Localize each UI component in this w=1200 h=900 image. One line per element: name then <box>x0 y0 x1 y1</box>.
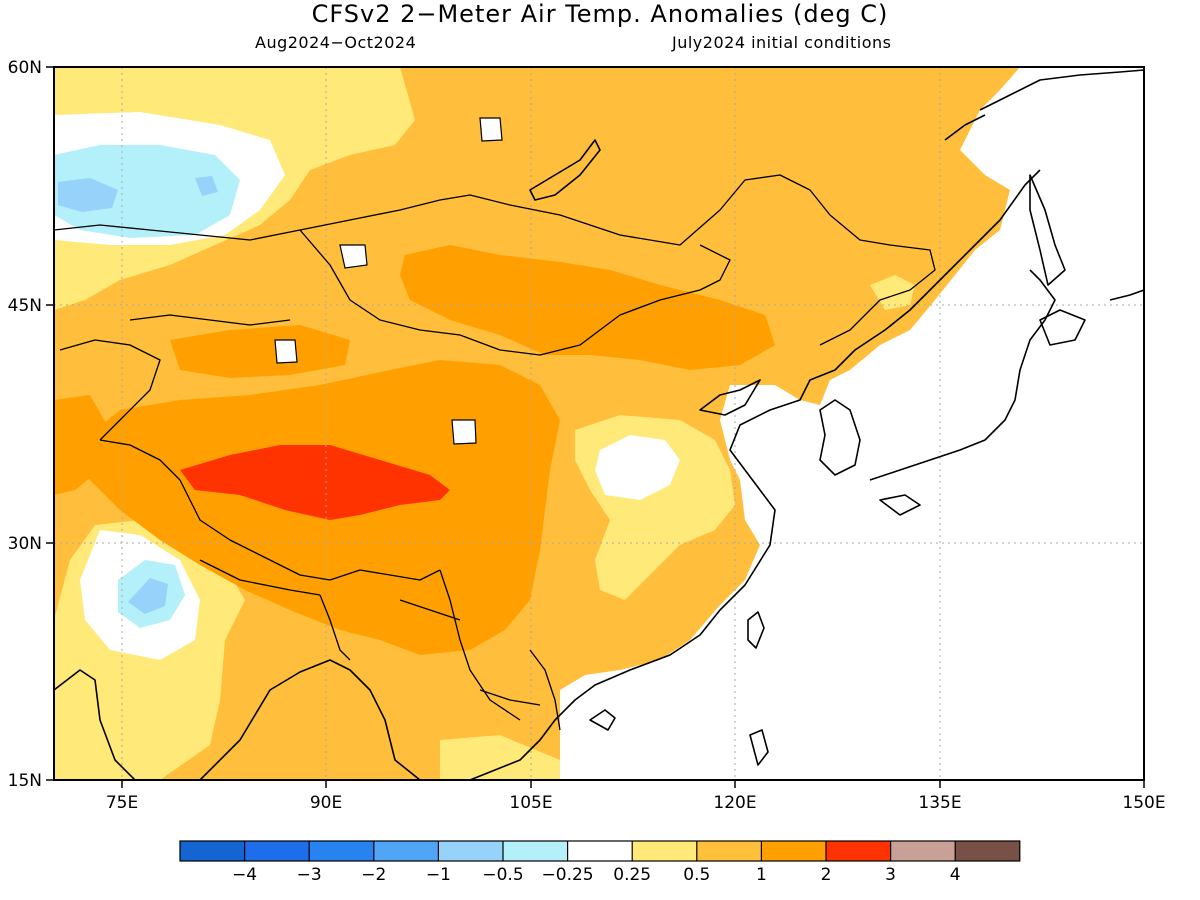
initial-conditions: July2024 initial conditions <box>672 33 892 52</box>
anomaly-orange-west <box>54 395 110 495</box>
anomaly-cold-siberia-spot <box>195 176 218 196</box>
map-title: CFSv2 2−Meter Air Temp. Anomalies (deg C… <box>311 0 889 28</box>
colorbar-label: 4 <box>950 865 961 885</box>
colorbar-swatch <box>632 841 697 861</box>
colorbar-label: −3 <box>297 865 322 885</box>
colorbar: −4 −3 −2 −1 −0.5 −0.25 0.25 0.5 1 2 3 4 <box>179 840 1021 885</box>
lon-label: 75E <box>106 793 138 813</box>
anomaly-fields <box>54 67 1144 780</box>
colorbar-label: 0.5 <box>683 865 710 885</box>
lat-label: 45N <box>8 296 42 316</box>
lat-label: 15N <box>8 771 42 791</box>
colorbar-swatch <box>180 841 245 861</box>
colorbar-label: −4 <box>232 865 257 885</box>
colorbar-swatch <box>244 841 310 861</box>
colorbar-label: −1 <box>426 865 451 885</box>
lakes <box>274 117 503 445</box>
anomaly-cold-siberia-core <box>58 178 118 212</box>
lon-label: 90E <box>310 793 342 813</box>
colorbar-swatch <box>826 841 891 861</box>
colorbar-label: 0.25 <box>613 865 651 885</box>
colorbar-label: 1 <box>756 865 767 885</box>
lon-label: 105E <box>509 793 552 813</box>
colorbar-swatch <box>373 841 439 861</box>
country-borders <box>54 174 936 731</box>
anomaly-neutral-northchina <box>595 435 680 500</box>
lat-label: 60N <box>8 58 42 78</box>
colorbar-swatch <box>955 841 1020 861</box>
anomaly-orange-mongolia <box>400 245 775 370</box>
colorbar-label: 3 <box>885 865 896 885</box>
colorbar-label: −2 <box>361 865 386 885</box>
anomaly-red-tibet <box>180 445 450 520</box>
map-frame <box>53 66 1145 781</box>
lat-label: 30N <box>8 534 42 554</box>
colorbar-swatch <box>761 841 826 861</box>
tick-marks <box>46 66 1145 788</box>
colorbar-swatch <box>309 841 374 861</box>
anomaly-pale-south <box>440 735 560 780</box>
colorbar-label: −0.5 <box>482 865 523 885</box>
anomaly-pale-korea <box>870 275 915 310</box>
lon-label: 135E <box>918 793 961 813</box>
colorbar-swatch <box>567 841 633 861</box>
anomaly-cold-siberia <box>54 145 240 238</box>
lon-label: 150E <box>1122 793 1165 813</box>
lon-label: 120E <box>713 793 756 813</box>
colorbar-label: −0.25 <box>542 865 594 885</box>
colorbar-swatch <box>890 841 956 861</box>
forecast-period: Aug2024−Oct2024 <box>255 33 417 52</box>
coastlines <box>54 69 1144 780</box>
anomaly-cold-india-core <box>128 578 168 614</box>
colorbar-swatch <box>503 841 568 861</box>
colorbar-swatch <box>696 841 762 861</box>
colorbar-swatch <box>438 841 503 861</box>
colorbar-label: 2 <box>821 865 832 885</box>
anomaly-orange-band <box>170 325 350 378</box>
